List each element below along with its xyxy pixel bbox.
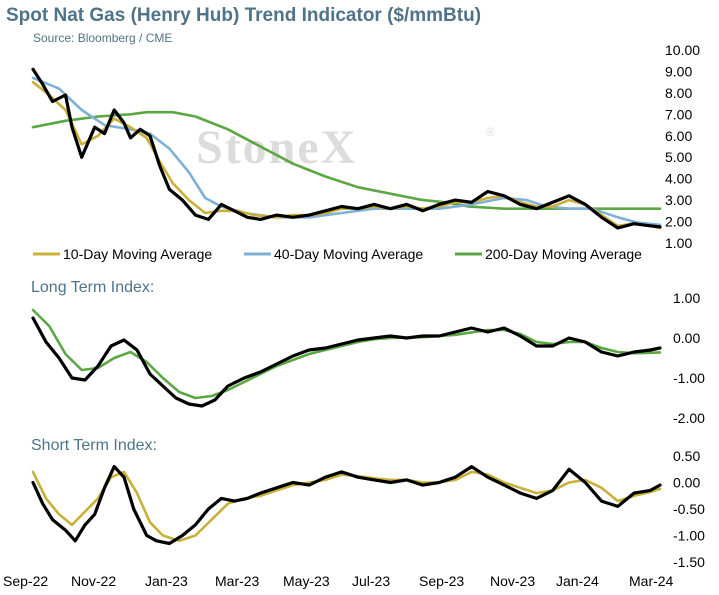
stonex-watermark: StoneX — [196, 121, 357, 174]
x-axis: Sep-22 Nov-22 Jan-23 Mar-23 May-23 Jul-23 Sep-… — [3, 573, 674, 589]
legend-label: 200-Day Moving Average — [485, 246, 642, 262]
y-tick-label: -0.50 — [673, 501, 705, 517]
x-tick-label: Mar-23 — [215, 573, 260, 589]
y-tick-label: 2.00 — [665, 214, 692, 230]
x-tick-label: May-23 — [283, 573, 330, 589]
short-term-panel: 0.50 0.00 -0.50 -1.00 -1.50 — [31, 448, 705, 570]
x-tick-label: Jan-23 — [145, 573, 188, 589]
x-tick-label: Nov-23 — [490, 573, 535, 589]
y-tick-label: -2.00 — [673, 410, 705, 426]
y-tick-label: 1.00 — [673, 290, 700, 306]
y-tick-label: 3.00 — [665, 192, 692, 208]
x-tick-label: Jan-24 — [556, 573, 599, 589]
y-tick-label: 10.00 — [665, 42, 700, 58]
long-term-signal-line — [31, 308, 662, 400]
y-tick-label: 7.00 — [665, 106, 692, 122]
y-tick-label: 4.00 — [665, 171, 692, 187]
y-tick-label: 5.00 — [665, 149, 692, 165]
y-tick-label: 0.00 — [673, 475, 700, 491]
y-tick-label: 8.00 — [665, 85, 692, 101]
spot-price-line — [31, 67, 662, 230]
y-tick-label: 6.00 — [665, 128, 692, 144]
ma200-line — [31, 110, 662, 210]
x-tick-label: Nov-22 — [71, 573, 116, 589]
x-tick-label: Sep-23 — [419, 573, 464, 589]
y-tick-label: 0.00 — [673, 330, 700, 346]
stonex-watermark-mark: ® — [486, 125, 495, 139]
long-term-title: Long Term Index: — [31, 279, 154, 296]
chart-legend: 10-Day Moving Average 40-Day Moving Avera… — [33, 246, 642, 262]
y-tick-label: -1.50 — [673, 554, 705, 570]
y-tick-label: -1.00 — [673, 370, 705, 386]
legend-label: 10-Day Moving Average — [63, 246, 212, 262]
long-term-index-line — [31, 316, 662, 408]
legend-label: 40-Day Moving Average — [274, 246, 423, 262]
long-term-panel: 1.00 0.00 -1.00 -2.00 — [31, 290, 705, 426]
price-panel: 10.00 9.00 8.00 7.00 6.00 5.00 4.00 3.00 2.00 1.0… — [31, 42, 700, 251]
y-tick-label: 0.50 — [673, 448, 700, 464]
x-tick-label: Mar-24 — [629, 573, 674, 589]
y-tick-label: 1.00 — [665, 235, 692, 251]
short-term-title: Short Term Index: — [31, 437, 157, 454]
x-tick-label: Jul-23 — [352, 573, 390, 589]
short-term-index-line — [31, 465, 662, 546]
x-tick-label: Sep-22 — [3, 573, 48, 589]
source-note: Source: Bloomberg / CME — [33, 31, 172, 45]
y-tick-label: 9.00 — [665, 63, 692, 79]
y-tick-label: -1.00 — [673, 528, 705, 544]
chart-title: Spot Nat Gas (Henry Hub) Trend Indicator… — [6, 5, 481, 26]
